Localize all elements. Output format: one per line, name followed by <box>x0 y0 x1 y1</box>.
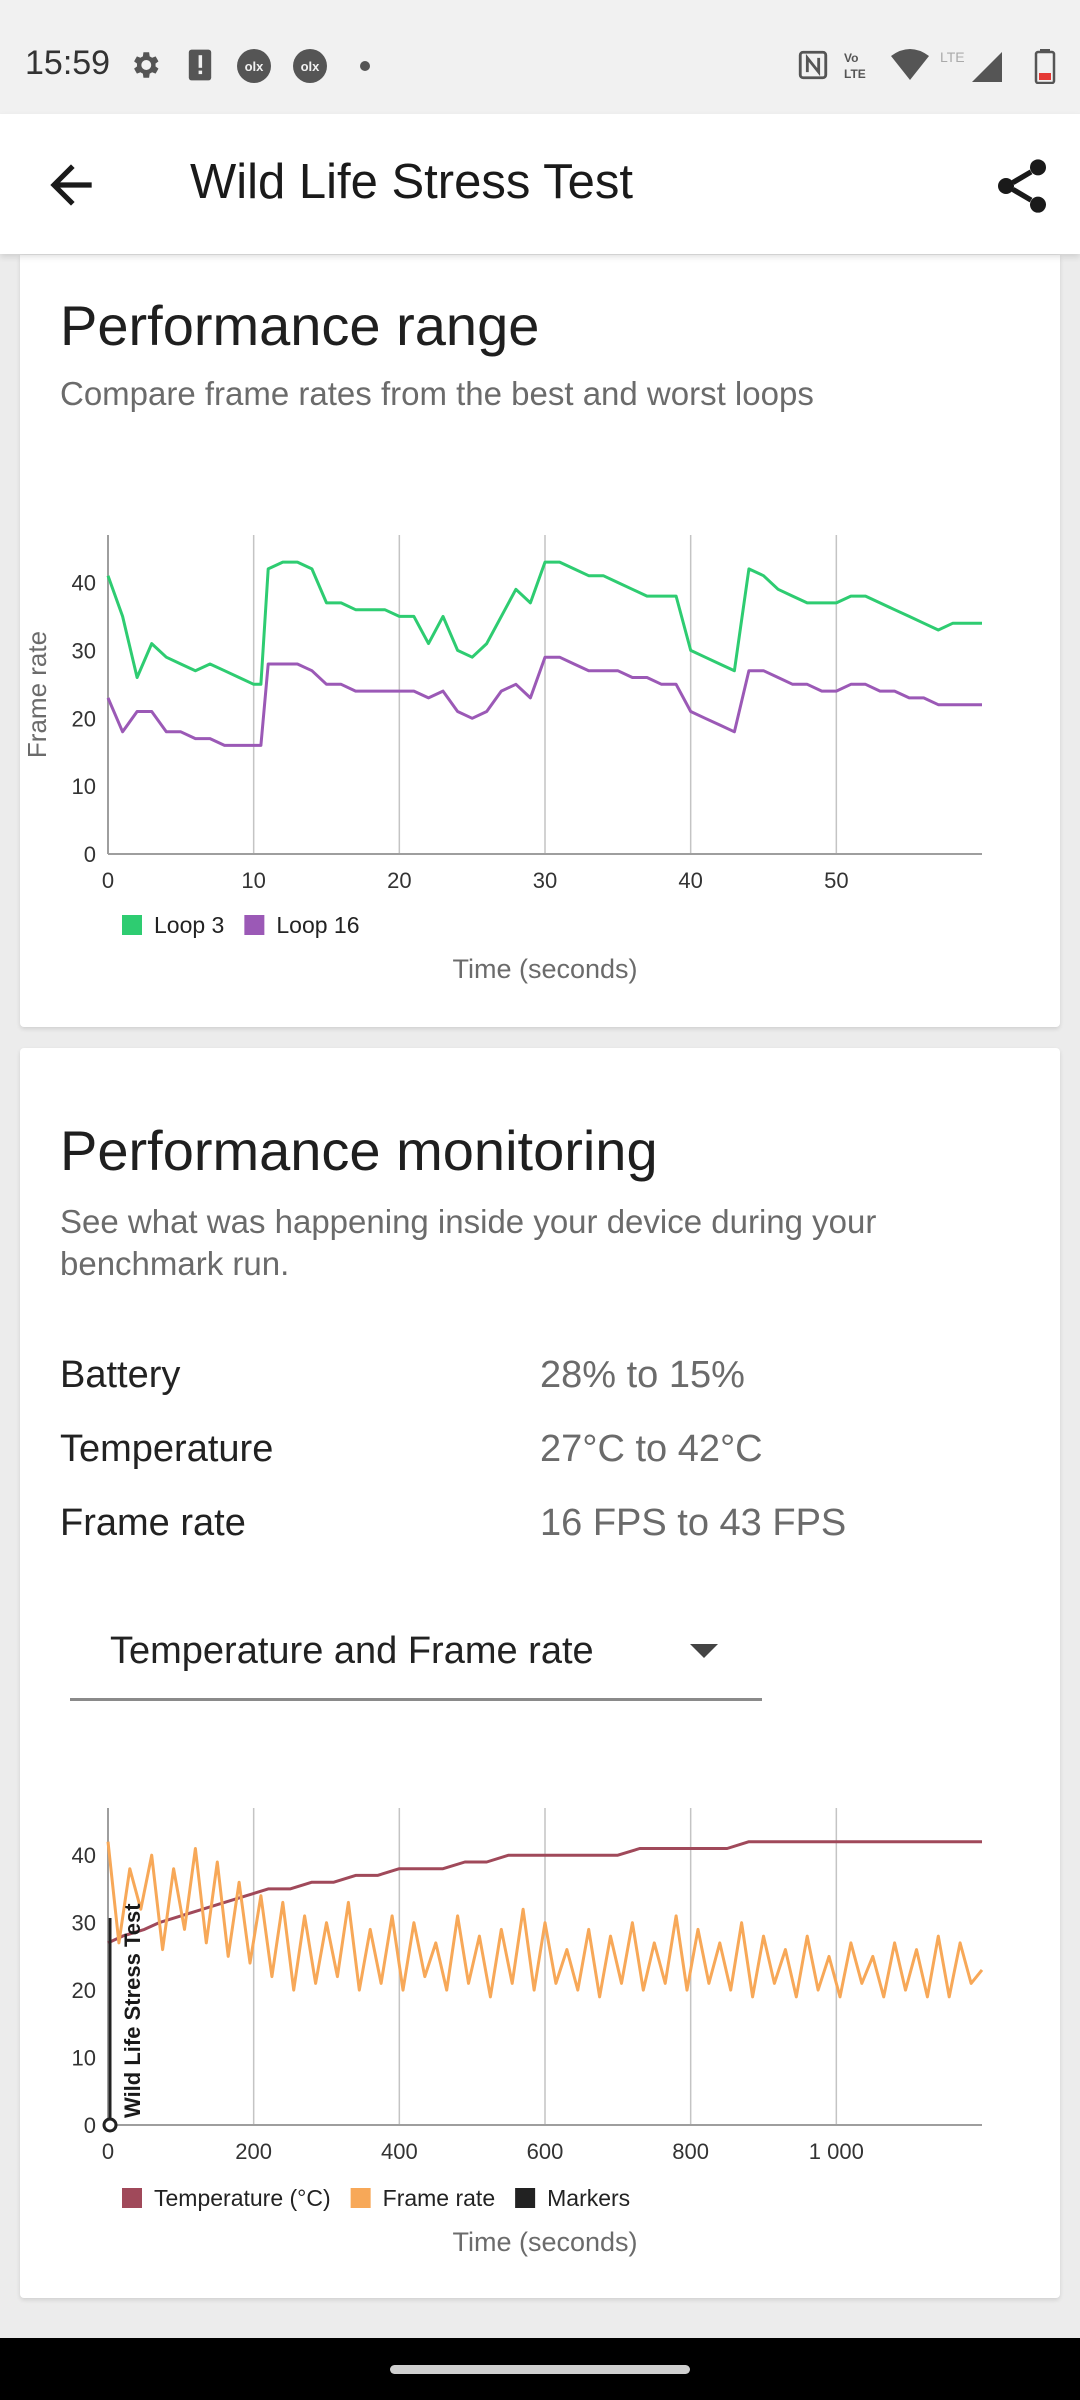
monitor-chart-x-tick-label: 600 <box>527 2139 564 2164</box>
range-chart-y-tick-label: 20 <box>72 706 96 731</box>
performance-monitoring-chart: 0 200 400 600 800 1 000 0 10 20 30 40 Temperature (… <box>72 1808 984 2257</box>
monitor-chart-x-tick-label: 800 <box>672 2139 709 2164</box>
page-title: Wild Life Stress Test <box>190 155 633 209</box>
range-chart-x-tick-label: 20 <box>387 868 411 893</box>
monitor-chart-x-tick-label: 0 <box>102 2139 114 2164</box>
status-time: 15:59 <box>25 44 111 82</box>
more-notifications-dot <box>360 61 370 71</box>
range-chart-y-tick-label: 10 <box>72 774 96 799</box>
monitor-chart-legend-label-1: Temperature (°C) <box>154 2185 331 2211</box>
dropdown-arrow-icon <box>690 1644 718 1658</box>
range-chart-y-axis-label: Frame rate <box>22 631 52 758</box>
svg-text:olx: olx <box>301 59 321 74</box>
frame-rate-label: Frame rate <box>60 1502 246 1544</box>
app-bar: Wild Life Stress Test <box>0 114 1080 254</box>
monitor-chart-x-tick-label: 200 <box>235 2139 272 2164</box>
battery-icon <box>1034 49 1056 84</box>
monitor-chart-legend-swatch-1 <box>122 2188 142 2208</box>
range-chart-x-axis-label: Time (seconds) <box>452 954 637 984</box>
performance-monitoring-title: Performance monitoring <box>60 1119 658 1182</box>
monitor-chart-marker-label: Wild Life Stress Test <box>120 1903 145 2118</box>
battery-value: 28% to 15% <box>540 1354 745 1396</box>
range-chart-legend-swatch-2 <box>244 915 265 935</box>
monitor-chart-legend-swatch-3 <box>515 2188 536 2208</box>
range-chart-y-tick-label: 0 <box>84 842 96 867</box>
temperature-label: Temperature <box>60 1428 274 1470</box>
range-chart-y-tick-label: 40 <box>72 571 96 596</box>
signal-icon: LTE <box>940 49 1002 82</box>
range-chart-legend-swatch-1 <box>122 915 142 935</box>
monitor-chart-y-tick-label: 40 <box>72 1843 96 1868</box>
range-chart-x-tick-label: 30 <box>533 868 557 893</box>
range-chart-x-tick-label: 40 <box>678 868 702 893</box>
range-chart-y-tick-label: 30 <box>72 638 96 663</box>
monitor-chart-y-tick-label: 0 <box>84 2113 96 2138</box>
range-chart-series-line-1 <box>106 560 982 686</box>
monitor-chart-y-tick-label: 20 <box>72 1978 96 2003</box>
monitor-chart-legend-label-2: Frame rate <box>383 2185 495 2211</box>
nfc-icon <box>798 50 828 80</box>
monitor-chart-series-line-2 <box>106 1841 984 1999</box>
performance-range-subtitle: Compare frame rates from the best and wo… <box>60 375 814 412</box>
navigation-bar <box>0 2338 1080 2400</box>
olx-icon-2: olx <box>293 49 327 83</box>
performance-monitoring-card: Performance monitoring See what was happ… <box>20 1048 1060 2298</box>
monitor-chart-series-line-1 <box>107 1840 982 1945</box>
chart-metric-dropdown[interactable]: Temperature and Frame rate <box>70 1608 762 1701</box>
volte-icon: Vo LTE <box>844 51 866 81</box>
range-chart-x-tick-label: 50 <box>824 868 848 893</box>
monitor-chart-x-axis-label: Time (seconds) <box>452 2227 637 2257</box>
frame-rate-value: 16 FPS to 43 FPS <box>540 1502 847 1544</box>
range-chart-legend-label-2: Loop 16 <box>276 912 359 938</box>
monitor-chart-y-tick-label: 10 <box>72 2046 96 2071</box>
range-chart-series-line-2 <box>106 655 982 747</box>
dropdown-selected-label: Temperature and Frame rate <box>110 1630 594 1672</box>
temperature-value: 27°C to 42°C <box>540 1428 763 1470</box>
monitor-chart-y-tick-label: 30 <box>72 1911 96 1936</box>
performance-range-chart: 0 10 20 30 40 50 0 10 20 30 40 Frame rate Loop 3 Loop… <box>22 535 982 984</box>
svg-text:LTE: LTE <box>940 49 965 65</box>
home-gesture-handle[interactable] <box>390 2365 690 2374</box>
monitor-chart-x-tick-label: 1 000 <box>809 2139 864 2164</box>
svg-text:LTE: LTE <box>844 67 866 81</box>
performance-monitoring-subtitle: See what was happening inside your devic… <box>60 1203 877 1282</box>
status-bar: 15:59 olx olx Vo LTE LTE <box>0 0 1080 114</box>
performance-range-title: Performance range <box>60 294 540 357</box>
range-chart-x-tick-label: 10 <box>241 868 265 893</box>
back-arrow-icon[interactable] <box>40 154 102 216</box>
monitor-chart-legend-swatch-2 <box>350 2188 371 2208</box>
range-chart-legend-label-1: Loop 3 <box>154 912 224 938</box>
monitor-chart-x-tick-label: 400 <box>381 2139 418 2164</box>
olx-icon: olx <box>237 49 271 83</box>
battery-label: Battery <box>60 1354 181 1396</box>
performance-range-card: Performance range Compare frame rates fr… <box>20 255 1060 1027</box>
alert-icon <box>188 49 212 81</box>
settings-icon <box>134 52 159 78</box>
share-icon[interactable] <box>990 154 1054 218</box>
monitor-chart-legend-label-3: Markers <box>547 2185 630 2211</box>
svg-text:olx: olx <box>245 59 265 74</box>
wifi-icon <box>891 49 929 80</box>
monitor-chart-marker-dot <box>102 2117 118 2133</box>
svg-text:Vo: Vo <box>844 51 858 65</box>
range-chart-x-tick-label: 0 <box>102 868 114 893</box>
